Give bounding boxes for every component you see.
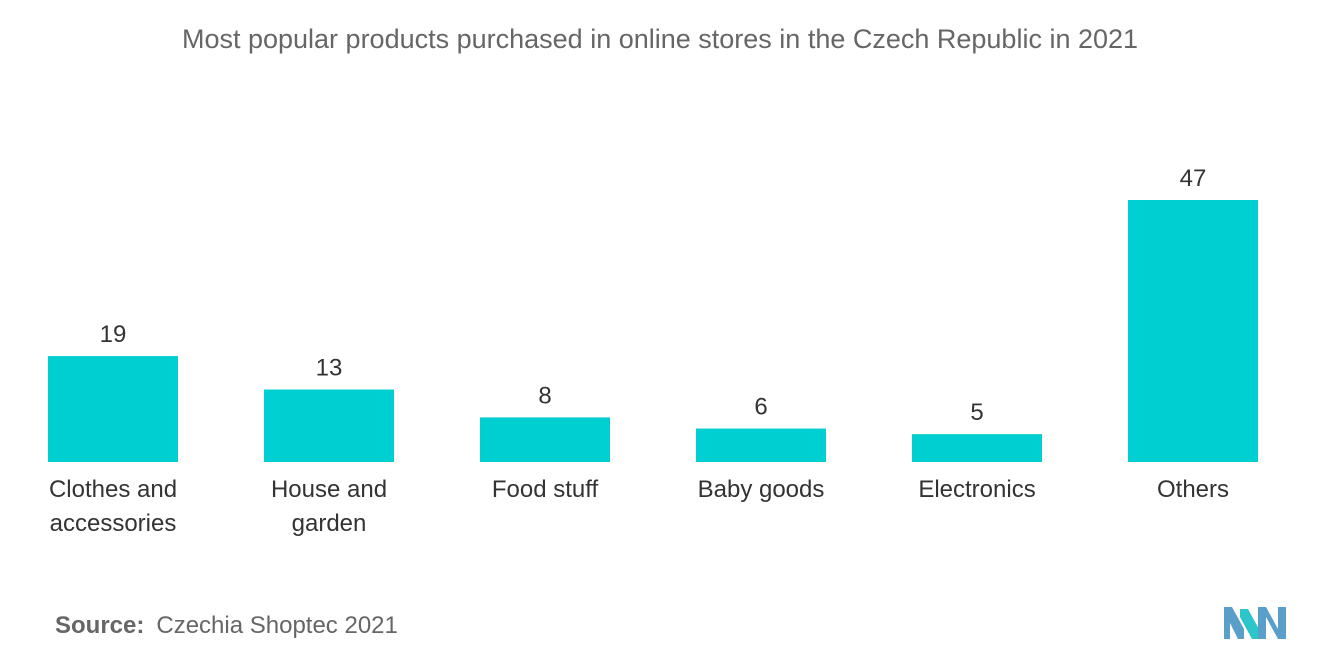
category-label: Baby goods — [698, 476, 825, 503]
bar — [696, 428, 826, 462]
source-note: Source: Czechia Shoptec 2021 — [55, 612, 398, 640]
bar-value-label: 8 — [538, 382, 551, 409]
bars-group — [48, 200, 1258, 462]
bar — [1128, 200, 1258, 462]
category-label: Others — [1157, 476, 1229, 503]
bar-value-label: 47 — [1180, 165, 1207, 192]
bar — [912, 434, 1042, 462]
category-label: Clothes and accessories — [49, 476, 177, 537]
chart-title: Most popular products purchased in onlin… — [181, 24, 1139, 54]
bar-chart: 19 13 8 6 5 47 Clothes and accessories House an… — [48, 165, 1258, 537]
bar — [264, 389, 394, 462]
mordor-intelligence-logo-icon — [1224, 607, 1286, 639]
bar — [480, 417, 610, 462]
value-labels-group: 19 13 8 6 5 47 — [100, 165, 1207, 426]
category-labels-group: Clothes and accessories House and garden Foo… — [49, 476, 1229, 537]
bar-value-label: 6 — [754, 394, 767, 421]
source-label: Source: — [55, 612, 145, 639]
bar-value-label: 19 — [100, 321, 127, 348]
source-text: Czechia Shoptec 2021 — [156, 612, 398, 639]
bar-value-label: 13 — [316, 355, 343, 382]
category-label: Electronics — [918, 476, 1035, 503]
bar-value-label: 5 — [970, 399, 983, 426]
category-label: Food stuff — [492, 476, 599, 503]
category-label: House and garden — [271, 476, 387, 537]
bar — [48, 356, 178, 462]
